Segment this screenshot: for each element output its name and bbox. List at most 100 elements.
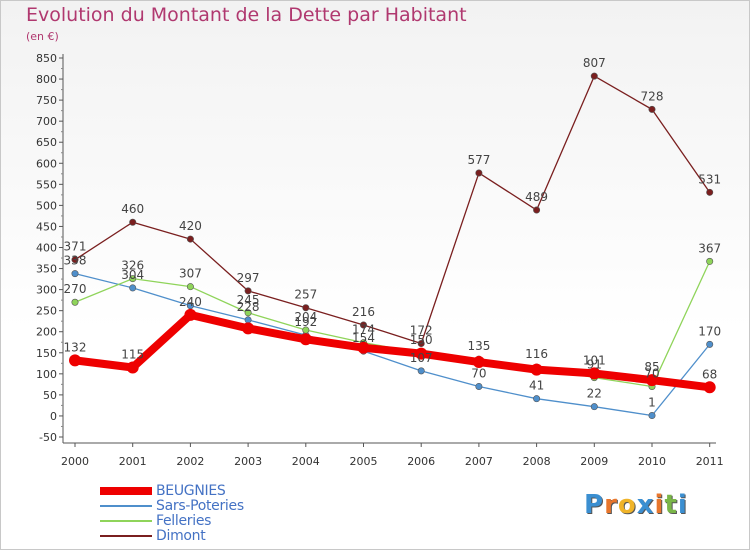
data-label: 326 xyxy=(121,259,144,273)
data-label: 70 xyxy=(471,366,486,380)
data-label: 170 xyxy=(698,324,721,338)
logo-letter: i xyxy=(677,490,688,520)
data-point xyxy=(129,275,137,283)
x-tick-label: 2008 xyxy=(523,455,551,468)
data-point xyxy=(590,403,598,411)
data-point xyxy=(648,412,656,420)
y-tick-label: 250 xyxy=(36,305,57,318)
legend-label: Felleries xyxy=(156,513,212,529)
y-tick-label: 0 xyxy=(50,410,57,423)
data-label: 489 xyxy=(525,190,548,204)
chart-legend: BEUGNIES Sars-Poteries Felleries Dimont xyxy=(100,483,400,544)
data-point xyxy=(417,340,425,348)
proxiti-logo: Proxiti xyxy=(584,490,688,520)
y-tick-label: 600 xyxy=(36,157,57,170)
y-tick-label: 550 xyxy=(36,178,57,191)
data-label: 257 xyxy=(294,288,317,302)
data-point xyxy=(184,308,197,321)
y-tick-label: 300 xyxy=(36,284,57,297)
data-point xyxy=(126,361,139,374)
data-point xyxy=(244,309,252,317)
data-label: 297 xyxy=(237,271,260,285)
x-tick-label: 2002 xyxy=(176,455,204,468)
data-point xyxy=(533,206,541,214)
legend-label: BEUGNIES xyxy=(156,483,226,499)
data-label: 371 xyxy=(64,240,87,254)
x-tick-label: 2005 xyxy=(350,455,378,468)
data-point xyxy=(703,381,716,394)
data-label: 172 xyxy=(410,324,433,338)
legend-swatch xyxy=(100,505,152,507)
data-label: 420 xyxy=(179,219,202,233)
data-label: 132 xyxy=(64,340,87,354)
x-tick-label: 2010 xyxy=(638,455,666,468)
y-tick-label: 50 xyxy=(43,389,57,402)
legend-item: BEUGNIES xyxy=(100,483,400,499)
logo-letter: i xyxy=(654,490,665,520)
data-label: 240 xyxy=(179,295,202,309)
legend-swatch xyxy=(100,520,152,522)
data-point xyxy=(129,284,137,292)
data-label: 192 xyxy=(294,315,317,329)
data-point xyxy=(71,270,79,278)
data-label: 531 xyxy=(698,172,721,186)
y-tick-label: -50 xyxy=(39,431,57,444)
series-line-felleries xyxy=(74,261,711,388)
data-point xyxy=(71,298,79,306)
data-label: 150 xyxy=(410,333,433,347)
data-label: 116 xyxy=(525,347,548,361)
data-point xyxy=(472,356,485,369)
y-tick-label: 350 xyxy=(36,263,57,276)
data-label: 154 xyxy=(352,331,375,345)
data-label: 22 xyxy=(587,387,602,401)
data-label: 174 xyxy=(352,323,375,337)
data-label: 304 xyxy=(121,268,144,282)
data-label: 338 xyxy=(64,254,87,268)
data-label: 245 xyxy=(237,293,260,307)
data-label: 68 xyxy=(702,367,717,381)
chart-subtitle: (en €) xyxy=(26,30,59,43)
data-point xyxy=(244,316,252,324)
data-point xyxy=(588,367,601,380)
logo-letter: P xyxy=(584,490,605,520)
data-point xyxy=(415,347,428,360)
chart-title: Evolution du Montant de la Dette par Hab… xyxy=(26,4,467,26)
x-tick-label: 2004 xyxy=(292,455,320,468)
data-label: 307 xyxy=(179,267,202,281)
data-point xyxy=(706,188,714,196)
y-tick-label: 200 xyxy=(36,326,57,339)
x-tick-label: 2007 xyxy=(465,455,493,468)
data-point xyxy=(244,287,252,295)
data-point xyxy=(706,340,714,348)
data-label: 115 xyxy=(121,348,144,362)
legend-swatch xyxy=(100,487,152,495)
data-point xyxy=(186,302,194,310)
data-point xyxy=(71,256,79,264)
data-label: 70 xyxy=(644,366,659,380)
y-tick-label: 800 xyxy=(36,73,57,86)
data-point xyxy=(648,105,656,113)
data-label: 41 xyxy=(529,379,544,393)
legend-label: Sars-Poteries xyxy=(156,498,244,514)
legend-item: Dimont xyxy=(100,528,400,544)
legend-item: Felleries xyxy=(100,513,400,529)
data-label: 135 xyxy=(467,339,490,353)
data-point xyxy=(302,304,310,312)
data-label: 367 xyxy=(698,241,721,255)
x-tick-label: 2009 xyxy=(580,455,608,468)
data-label: 85 xyxy=(644,360,659,374)
data-point xyxy=(417,367,425,375)
x-tick-label: 2011 xyxy=(696,455,724,468)
y-tick-label: 400 xyxy=(36,242,57,255)
data-point xyxy=(646,374,658,387)
series-line-sars-poteries xyxy=(74,272,711,417)
y-tick-label: 150 xyxy=(36,347,57,360)
data-label: 204 xyxy=(294,310,317,324)
data-point xyxy=(706,257,714,265)
legend-swatch xyxy=(100,535,152,537)
data-label: 216 xyxy=(352,305,375,319)
y-tick-label: 650 xyxy=(36,136,57,149)
data-point xyxy=(475,169,483,177)
data-label: 91 xyxy=(587,358,602,372)
